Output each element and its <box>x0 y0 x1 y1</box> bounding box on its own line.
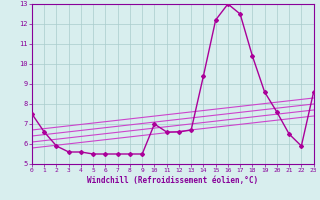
X-axis label: Windchill (Refroidissement éolien,°C): Windchill (Refroidissement éolien,°C) <box>87 176 258 185</box>
